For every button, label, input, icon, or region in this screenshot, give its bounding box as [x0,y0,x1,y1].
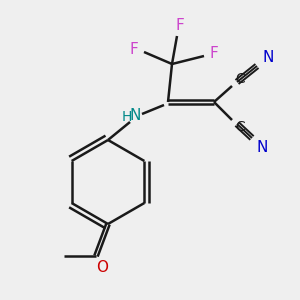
Text: N: N [262,50,274,64]
Text: O: O [96,260,108,275]
Text: F: F [210,46,218,62]
Text: H: H [122,110,132,124]
Text: F: F [176,19,184,34]
Text: C: C [235,72,245,86]
Text: N: N [129,107,141,122]
Text: N: N [256,140,268,155]
Text: F: F [130,43,138,58]
Text: C: C [235,120,245,134]
